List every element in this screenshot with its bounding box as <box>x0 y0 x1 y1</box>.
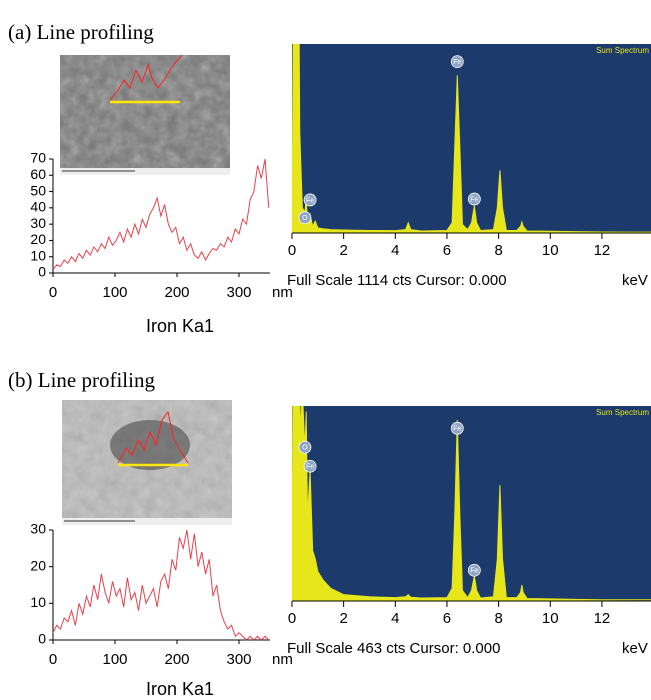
x-axis-label: keV <box>622 272 648 289</box>
peak-marker <box>303 193 317 207</box>
x-tick-label: 6 <box>443 242 451 259</box>
peak-marker <box>467 563 481 577</box>
x-tick-label: 100 <box>102 651 127 668</box>
peak-label: Fe <box>453 59 461 66</box>
y-tick-label: 50 <box>30 182 46 198</box>
x-tick-label: 10 <box>542 242 559 259</box>
x-tick-label: 10 <box>542 610 559 627</box>
y-tick-label: 20 <box>30 557 46 573</box>
y-tick-label: 20 <box>30 231 46 247</box>
y-tick-label: 10 <box>30 247 46 263</box>
tem-image <box>62 400 232 525</box>
x-tick-label: 2 <box>339 242 347 259</box>
peak-label: Fe <box>453 426 461 433</box>
y-tick-label: 0 <box>38 631 46 647</box>
peak-label: O <box>302 215 308 222</box>
x-tick-label: 12 <box>594 242 611 259</box>
y-tick-label: 40 <box>30 199 46 215</box>
x-tick-label: 300 <box>226 651 251 668</box>
x-tick-label: 200 <box>164 651 189 668</box>
y-tick-label: 10 <box>30 594 46 610</box>
x-axis-label: nm <box>272 651 293 668</box>
tem-image <box>60 54 230 175</box>
x-tick-label: 300 <box>226 284 251 301</box>
y-tick-label: 30 <box>30 521 46 537</box>
peak-marker <box>450 421 464 435</box>
peak-marker <box>298 440 312 454</box>
peak-marker <box>298 211 312 225</box>
spectrum-title: Sum Spectrum <box>596 46 649 55</box>
x-tick-label: 2 <box>339 610 347 627</box>
x-tick-label: 200 <box>164 284 189 301</box>
panel-caption: Iron Ka1 <box>146 316 214 336</box>
y-tick-label: 0 <box>38 264 46 280</box>
x-tick-label: 100 <box>102 284 127 301</box>
x-tick-label: 6 <box>443 610 451 627</box>
x-axis-label: nm <box>272 284 293 301</box>
panel-title: (b) Line profiling <box>8 368 155 392</box>
peak-marker <box>450 55 464 69</box>
y-tick-label: 60 <box>30 166 46 182</box>
x-tick-label: 0 <box>288 610 296 627</box>
spectrum-title: Sum Spectrum <box>596 408 649 417</box>
profile-line <box>52 158 270 271</box>
x-tick-label: 0 <box>49 284 57 301</box>
panel-caption: Iron Ka1 <box>146 679 214 699</box>
peak-label: O <box>302 445 308 452</box>
peak-label: Fe <box>306 197 314 204</box>
x-axis-label: keV <box>622 640 648 657</box>
panel-title: (a) Line profiling <box>8 20 154 44</box>
y-tick-label: 30 <box>30 215 46 231</box>
y-tick-label: 70 <box>30 150 46 166</box>
peak-label: Fe <box>470 568 478 575</box>
x-tick-label: 4 <box>391 610 399 627</box>
peak-label: Fe <box>306 464 314 471</box>
x-tick-label: 8 <box>494 610 502 627</box>
peak-label: Fe <box>470 196 478 203</box>
x-tick-label: 0 <box>288 242 296 259</box>
peak-marker <box>467 192 481 206</box>
spectrum-area <box>292 406 651 601</box>
peak-marker <box>303 459 317 473</box>
x-tick-label: 0 <box>49 651 57 668</box>
x-tick-label: 12 <box>594 610 611 627</box>
spectrum-note: Full Scale 463 cts Cursor: 0.000 <box>287 640 500 657</box>
x-tick-label: 8 <box>494 242 502 259</box>
spectrum-note: Full Scale 1114 cts Cursor: 0.000 <box>287 272 507 289</box>
x-tick-label: 4 <box>391 242 399 259</box>
profile-line <box>52 529 270 641</box>
